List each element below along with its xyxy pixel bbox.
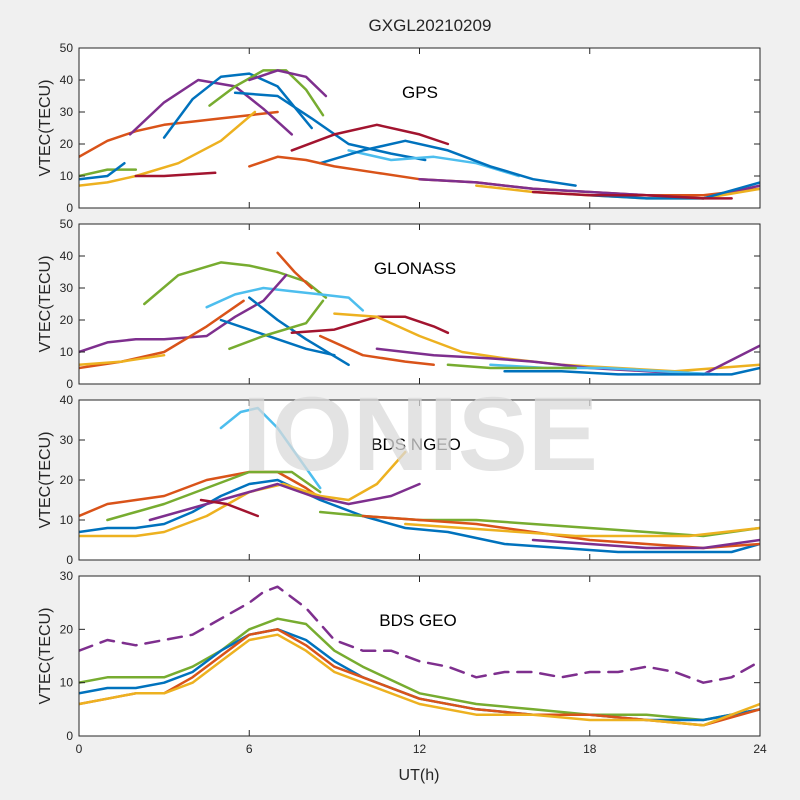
y-tick-label: 10 (60, 676, 74, 690)
series-line (106, 470, 322, 522)
watermark: IONISE (242, 376, 598, 493)
x-tick-label: 0 (76, 742, 83, 756)
series-line (79, 633, 760, 727)
y-tick-label: 30 (60, 569, 74, 583)
y-tick-label: 20 (60, 473, 74, 487)
plot-area (79, 400, 760, 560)
panel-1: 0 10 20 30 40 50 VTEC(TECU) GLONASS (37, 217, 761, 391)
y-axis-label: VTEC(TECU) (37, 80, 54, 177)
y-tick-label: 50 (60, 217, 74, 231)
y-tick-label: 40 (60, 393, 74, 407)
y-tick-label: 40 (60, 249, 74, 263)
plot-area (79, 224, 760, 384)
y-tick-label: 0 (66, 553, 73, 567)
panel-3: 0 10 20 30 0 6 12 18 24 VTEC(TECU) BDS GEO (37, 569, 767, 756)
y-tick-label: 30 (60, 281, 74, 295)
series-line (79, 585, 760, 684)
series-line (446, 363, 577, 370)
series-line (79, 168, 138, 178)
y-tick-label: 20 (60, 313, 74, 327)
series-line (233, 91, 427, 162)
series-line (588, 181, 760, 200)
y-tick-label: 20 (60, 137, 74, 151)
y-tick-label: 10 (60, 345, 74, 359)
y-tick-label: 30 (60, 105, 74, 119)
x-tick-label: 18 (583, 742, 597, 756)
plot-area (79, 48, 760, 208)
series-line (219, 406, 322, 490)
y-tick-label: 40 (60, 73, 74, 87)
series-line (219, 318, 336, 357)
series-group (79, 251, 760, 376)
series-line (79, 353, 166, 367)
y-tick-label: 50 (60, 41, 74, 55)
y-tick-label: 0 (66, 729, 73, 743)
series-group (79, 406, 760, 554)
series-line (79, 470, 325, 518)
y-tick-label: 30 (60, 433, 74, 447)
series-line (79, 110, 279, 159)
plot-area (79, 576, 760, 736)
series-line (531, 190, 733, 200)
y-axis-label: VTEC(TECU) (37, 256, 54, 353)
series-line (290, 315, 450, 335)
series-line (79, 478, 760, 554)
y-tick-label: 10 (60, 169, 74, 183)
series-line (290, 123, 450, 152)
y-axis-label: VTEC(TECU) (37, 432, 54, 529)
figure-title: GXGL20210209 (369, 16, 492, 35)
panels: 0 10 20 30 40 50 VTEC(TECU) GPS 0 10 20 30 40 50 VTEC(… (37, 41, 767, 756)
series-line (318, 139, 577, 187)
panel-label: GPS (402, 83, 438, 102)
y-axis-label: VTEC(TECU) (37, 608, 54, 705)
series-line (404, 522, 760, 538)
series-line (228, 299, 325, 351)
series-group (79, 69, 760, 200)
panel-2: 0 10 20 30 40 VTEC(TECU) BDS NGEO (37, 393, 761, 567)
series-line (79, 110, 257, 187)
series-line (503, 366, 760, 376)
series-line (205, 286, 365, 312)
panel-0: 0 10 20 30 40 50 VTEC(TECU) GPS (37, 41, 761, 215)
series-line (248, 296, 350, 367)
x-tick-label: 12 (413, 742, 427, 756)
y-tick-label: 0 (66, 377, 73, 391)
x-tick-label: 24 (753, 742, 767, 756)
panel-label: BDS GEO (379, 611, 456, 630)
y-tick-label: 0 (66, 201, 73, 215)
x-tick-label: 6 (246, 742, 253, 756)
series-line (248, 69, 328, 98)
series-line (531, 538, 760, 550)
series-line (162, 72, 313, 139)
y-tick-label: 20 (60, 622, 74, 636)
series-line (276, 251, 313, 290)
series-line (199, 498, 260, 518)
panel-label: BDS NGEO (371, 435, 461, 454)
series-line (128, 78, 294, 136)
series-line (134, 171, 217, 178)
y-tick-label: 10 (60, 513, 74, 527)
series-line (318, 334, 435, 367)
panel-label: GLONASS (374, 259, 456, 278)
series-line (79, 161, 126, 181)
x-axis-label: UT(h) (399, 767, 440, 784)
series-group (79, 585, 760, 727)
